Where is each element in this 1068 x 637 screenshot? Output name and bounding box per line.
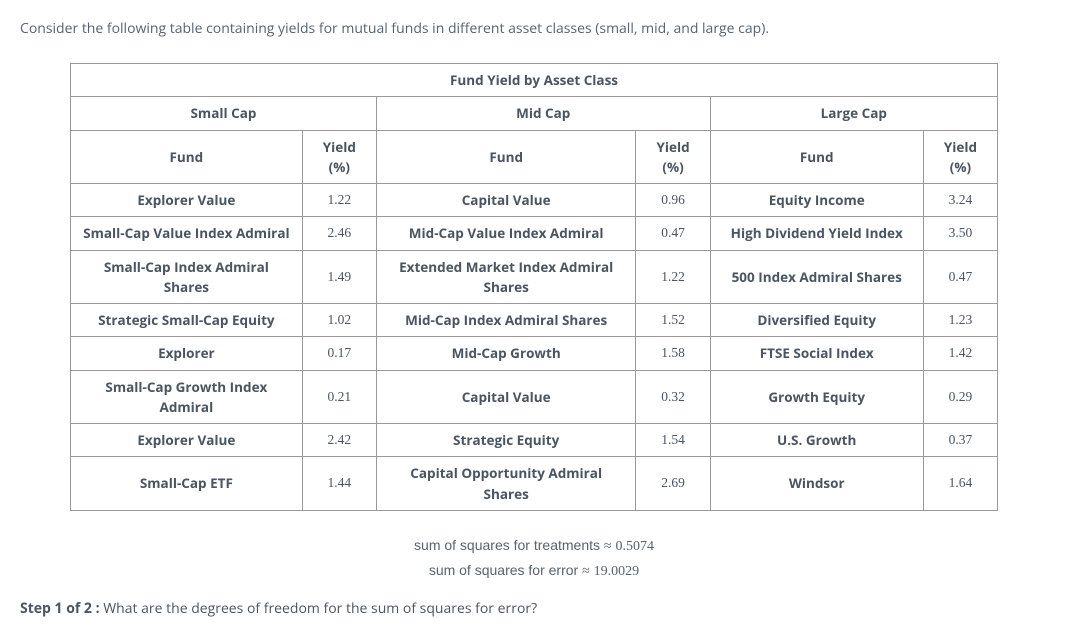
intro-text: Consider the following table containing …: [20, 18, 1048, 39]
cell-yield: 3.24: [923, 184, 997, 217]
table-row: Small-Cap Index Admiral Shares1.49Extend…: [71, 250, 998, 304]
cell-fund: Explorer: [71, 337, 303, 370]
cell-fund: High Dividend Yield Index: [710, 217, 923, 250]
table-row: Small-Cap Value Index Admiral2.46Mid-Cap…: [71, 217, 998, 250]
group-header-mid-cap: Mid Cap: [376, 97, 710, 130]
cell-yield: 0.47: [636, 217, 710, 250]
cell-yield: 1.23: [923, 304, 997, 337]
cell-fund: Diversified Equity: [710, 304, 923, 337]
cell-yield: 1.22: [636, 250, 710, 304]
cell-yield: 1.54: [636, 424, 710, 457]
group-header-small-cap: Small Cap: [71, 97, 377, 130]
cell-yield: 0.21: [302, 370, 376, 424]
cell-fund: Mid-Cap Value Index Admiral: [376, 217, 636, 250]
cell-fund: Strategic Small-Cap Equity: [71, 304, 303, 337]
cell-fund: Strategic Equity: [376, 424, 636, 457]
cell-fund: Capital Opportunity Admiral Shares: [376, 457, 636, 511]
cell-fund: Equity Income: [710, 184, 923, 217]
cell-yield: 1.22: [302, 184, 376, 217]
cell-fund: Small-Cap Growth Index Admiral: [71, 370, 303, 424]
table-row: Strategic Small-Cap Equity1.02Mid-Cap In…: [71, 304, 998, 337]
step-lead: Step 1 of 2 :: [20, 599, 100, 618]
col-header-fund: Fund: [71, 130, 303, 184]
cell-yield: 1.58: [636, 337, 710, 370]
cell-yield: 1.44: [302, 457, 376, 511]
cell-fund: Explorer Value: [71, 424, 303, 457]
step-question: What are the degrees of freedom for the …: [103, 599, 537, 618]
cell-fund: Small-Cap Index Admiral Shares: [71, 250, 303, 304]
cell-yield: 1.02: [302, 304, 376, 337]
stats-treatments: sum of squares for treatments ≈ 0.5074: [20, 535, 1048, 557]
cell-fund: Small-Cap ETF: [71, 457, 303, 511]
cell-yield: 2.46: [302, 217, 376, 250]
table-title: Fund Yield by Asset Class: [71, 64, 998, 97]
step-prompt: Step 1 of 2 : What are the degrees of fr…: [20, 598, 1048, 619]
cell-fund: Extended Market Index Admiral Shares: [376, 250, 636, 304]
cell-yield: 0.96: [636, 184, 710, 217]
cell-yield: 0.37: [923, 424, 997, 457]
stats-label: sum of squares for treatments: [414, 537, 600, 553]
approx-symbol: ≈: [604, 539, 612, 554]
col-header-fund: Fund: [710, 130, 923, 184]
cell-fund: 500 Index Admiral Shares: [710, 250, 923, 304]
table-row: Small-Cap Growth Index Admiral0.21Capita…: [71, 370, 998, 424]
cell-yield: 3.50: [923, 217, 997, 250]
cell-fund: FTSE Social Index: [710, 337, 923, 370]
group-header-large-cap: Large Cap: [710, 97, 997, 130]
cell-yield: 1.49: [302, 250, 376, 304]
stats-value: 19.0029: [594, 564, 640, 579]
stats-value: 0.5074: [615, 539, 654, 554]
stats-error: sum of squares for error ≈ 19.0029: [20, 560, 1048, 582]
cell-fund: Small-Cap Value Index Admiral: [71, 217, 303, 250]
cell-yield: 2.42: [302, 424, 376, 457]
cell-yield: 0.32: [636, 370, 710, 424]
cell-fund: Mid-Cap Index Admiral Shares: [376, 304, 636, 337]
col-header-yield: Yield (%): [302, 130, 376, 184]
stats-label: sum of squares for error: [429, 562, 578, 578]
cell-fund: Capital Value: [376, 184, 636, 217]
table-row: Explorer Value1.22Capital Value0.96Equit…: [71, 184, 998, 217]
cell-yield: 0.29: [923, 370, 997, 424]
cell-fund: U.S. Growth: [710, 424, 923, 457]
fund-yield-table: Fund Yield by Asset Class Small Cap Mid …: [70, 63, 998, 511]
stats-block: sum of squares for treatments ≈ 0.5074 s…: [20, 535, 1048, 582]
table-row: Small-Cap ETF1.44Capital Opportunity Adm…: [71, 457, 998, 511]
cell-fund: Mid-Cap Growth: [376, 337, 636, 370]
col-header-yield: Yield (%): [636, 130, 710, 184]
cell-yield: 2.69: [636, 457, 710, 511]
col-header-fund: Fund: [376, 130, 636, 184]
table-row: Explorer Value2.42Strategic Equity1.54U.…: [71, 424, 998, 457]
approx-symbol: ≈: [582, 564, 590, 579]
cell-yield: 1.52: [636, 304, 710, 337]
cell-yield: 1.64: [923, 457, 997, 511]
table-row: Explorer0.17Mid-Cap Growth1.58FTSE Socia…: [71, 337, 998, 370]
cell-fund: Capital Value: [376, 370, 636, 424]
table-container: Fund Yield by Asset Class Small Cap Mid …: [70, 63, 998, 511]
col-header-yield: Yield (%): [923, 130, 997, 184]
cell-yield: 0.17: [302, 337, 376, 370]
cell-yield: 0.47: [923, 250, 997, 304]
cell-fund: Explorer Value: [71, 184, 303, 217]
cell-fund: Growth Equity: [710, 370, 923, 424]
cell-yield: 1.42: [923, 337, 997, 370]
cell-fund: Windsor: [710, 457, 923, 511]
